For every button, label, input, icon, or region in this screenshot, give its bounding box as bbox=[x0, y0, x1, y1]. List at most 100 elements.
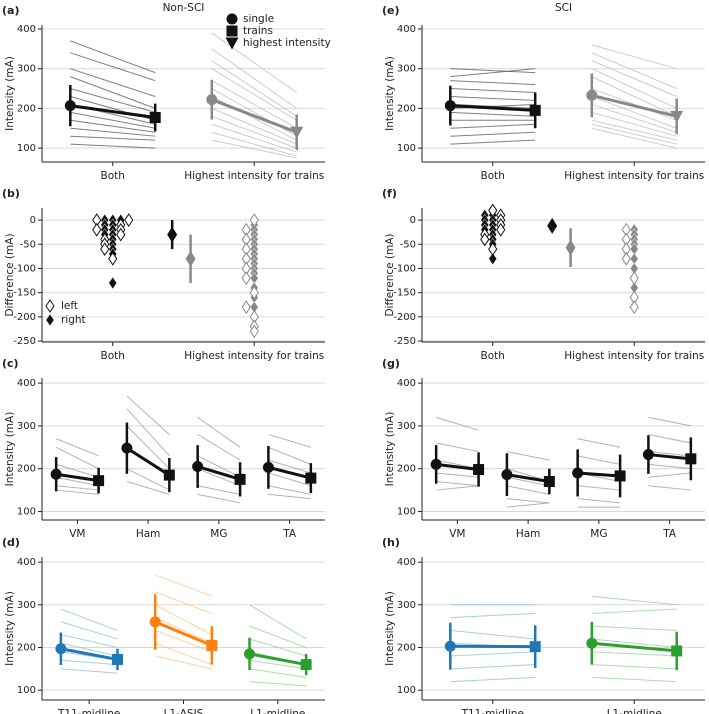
y-tick-label: 200 bbox=[17, 103, 36, 114]
panel-label: (b) bbox=[2, 187, 20, 200]
subject-line bbox=[450, 139, 536, 145]
diamond-left bbox=[124, 213, 134, 227]
panel-label: (e) bbox=[382, 4, 400, 17]
marker-single bbox=[262, 461, 274, 473]
y-tick-label: 100 bbox=[17, 506, 36, 517]
mean-line bbox=[211, 98, 298, 134]
subject-line bbox=[249, 625, 307, 648]
marker-single bbox=[206, 94, 218, 106]
mean-line bbox=[197, 465, 241, 481]
y-tick-label: 200 bbox=[397, 464, 416, 475]
y-tick-label: 300 bbox=[17, 421, 36, 432]
y-tick-label: 0 bbox=[410, 215, 416, 226]
subject-line bbox=[70, 127, 156, 137]
marker-trains bbox=[163, 469, 175, 481]
x-tick-label: VM bbox=[449, 528, 465, 540]
subject-line bbox=[450, 68, 536, 74]
subject-line bbox=[126, 481, 170, 495]
subject-line bbox=[436, 416, 479, 431]
subject-line bbox=[155, 655, 212, 670]
mean-diamond bbox=[167, 226, 178, 243]
diamond bbox=[488, 252, 498, 266]
marker-single bbox=[149, 616, 161, 628]
subject-line bbox=[155, 629, 212, 653]
subject-line bbox=[648, 416, 691, 427]
panel-label: (a) bbox=[2, 4, 19, 17]
y-tick-label: -250 bbox=[13, 336, 36, 347]
subject-line bbox=[591, 595, 677, 606]
subject-line bbox=[577, 438, 621, 448]
subject-line bbox=[450, 80, 536, 86]
subject-line bbox=[436, 481, 479, 487]
subject-line bbox=[436, 485, 479, 491]
subject-line bbox=[506, 498, 550, 504]
mean-diamond bbox=[565, 239, 576, 256]
subject-line bbox=[577, 485, 621, 491]
y-tick-label: 0 bbox=[30, 215, 36, 226]
mean-diamond bbox=[185, 250, 196, 267]
subject-line bbox=[648, 485, 691, 491]
marker-highest bbox=[290, 126, 304, 139]
marker-trains bbox=[529, 641, 541, 653]
panel-label: (d) bbox=[2, 536, 20, 549]
diamond-left bbox=[480, 232, 490, 247]
marker-single bbox=[572, 467, 584, 479]
mean-line bbox=[506, 473, 550, 483]
subject-line bbox=[155, 574, 212, 597]
y-tick-label: 100 bbox=[397, 506, 416, 517]
diamond bbox=[45, 313, 55, 327]
subject-line bbox=[70, 135, 156, 141]
subject-line bbox=[211, 48, 297, 109]
marker-single bbox=[444, 100, 456, 112]
subject-line bbox=[55, 446, 99, 470]
x-tick-label: VM bbox=[69, 528, 85, 540]
subject-line bbox=[197, 455, 241, 478]
subject-line bbox=[70, 111, 156, 129]
subject-line bbox=[648, 463, 691, 470]
column-title: Non-SCI bbox=[163, 2, 205, 14]
x-tick-label: Both bbox=[101, 170, 125, 182]
x-tick-label: TA bbox=[282, 528, 297, 540]
marker-trains bbox=[226, 25, 238, 37]
marker-single bbox=[586, 89, 598, 101]
subject-line bbox=[506, 451, 550, 461]
subject-line bbox=[211, 32, 297, 93]
diamond-left bbox=[496, 222, 506, 237]
subject-line bbox=[591, 608, 677, 614]
subject-line bbox=[591, 111, 677, 137]
subject-line bbox=[126, 468, 170, 491]
subject-line bbox=[249, 681, 307, 687]
diamond-left bbox=[629, 271, 639, 286]
subject-line bbox=[211, 60, 297, 117]
x-tick-label: T11-midline bbox=[57, 708, 120, 714]
subject-line bbox=[249, 659, 307, 670]
y-tick-label: 300 bbox=[17, 600, 36, 611]
diamond-left bbox=[249, 213, 259, 227]
mean-line bbox=[591, 641, 677, 653]
marker-single bbox=[226, 13, 238, 25]
marker-trains bbox=[305, 472, 317, 484]
x-tick-label: L1-midline bbox=[250, 708, 305, 714]
subject-line bbox=[450, 123, 536, 129]
diamond-left bbox=[108, 251, 118, 266]
subject-line bbox=[249, 638, 307, 657]
subject-line bbox=[249, 668, 307, 678]
marker-highest bbox=[670, 110, 684, 123]
y-tick-label: 300 bbox=[397, 64, 416, 75]
y-tick-label: -200 bbox=[393, 312, 416, 323]
subject-line bbox=[60, 621, 118, 640]
marker-single bbox=[586, 637, 598, 649]
y-axis-label: Intensity (mA) bbox=[4, 412, 16, 487]
marker-single bbox=[444, 640, 456, 652]
y-tick-label: 300 bbox=[397, 421, 416, 432]
subject-line bbox=[60, 642, 118, 657]
subject-line bbox=[506, 476, 550, 487]
y-axis-label: Intensity (mA) bbox=[384, 56, 396, 131]
x-tick-label: TA bbox=[662, 528, 677, 540]
subject-line bbox=[126, 425, 170, 470]
marker-trains bbox=[473, 464, 485, 476]
subject-line bbox=[70, 68, 156, 97]
y-tick-label: 100 bbox=[397, 685, 416, 696]
subject-line bbox=[268, 433, 311, 448]
